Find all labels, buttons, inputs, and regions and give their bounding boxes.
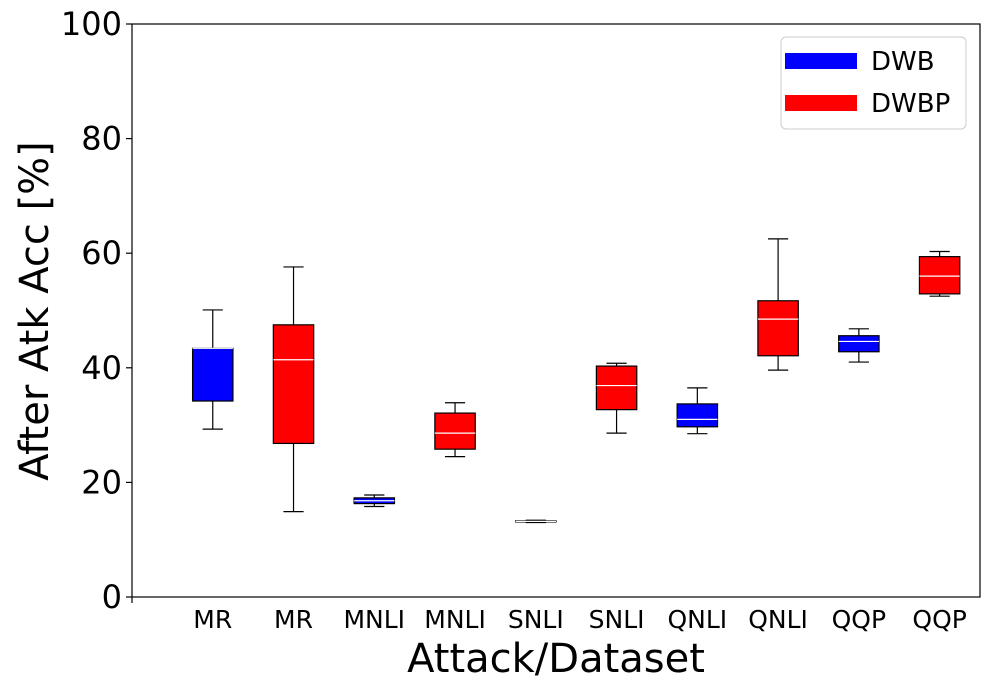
x-axis: MR MR MNLI MNLI SNLI SNLI QNLI QNLI QQP QQP: [131, 597, 967, 634]
box-qqp-dwb: [838, 328, 880, 363]
box-mnli-dwb: [353, 494, 396, 508]
box-body: [676, 403, 719, 428]
y-tick-label: 20: [81, 463, 122, 501]
box-body: [272, 324, 315, 445]
x-tick-label: QQP: [912, 605, 966, 634]
x-tick-label: MNLI: [424, 605, 486, 634]
x-tick-label: SNLI: [589, 605, 645, 634]
y-tick-label: 80: [81, 120, 122, 158]
box-body: [918, 256, 961, 295]
x-tick-label: QNLI: [667, 605, 727, 634]
box-body: [757, 300, 799, 357]
box-body: [595, 365, 638, 411]
box-body: [191, 347, 234, 402]
box-mnli-dwbp: [434, 402, 476, 458]
box-snli-dwb: [515, 519, 557, 524]
box-mr-dwbp: [272, 266, 315, 513]
y-axis: 0 20 40 60 80 100: [61, 5, 132, 616]
box-snli-dwbp: [595, 362, 638, 434]
box-body: [434, 412, 476, 450]
x-tick-label: MNLI: [343, 605, 405, 634]
y-tick-label: 60: [81, 234, 122, 272]
box-qnli-dwbp: [757, 238, 799, 371]
plot-area-frame: [131, 23, 981, 598]
y-tick-label: 0: [102, 578, 122, 616]
boxes-layer: [191, 238, 961, 524]
box-qnli-dwb: [676, 387, 719, 435]
x-tick-label: QQP: [832, 605, 886, 634]
y-tick-label: 40: [81, 349, 122, 387]
legend: DWB DWBP: [780, 36, 967, 130]
x-tick-label: MR: [274, 605, 313, 634]
legend-swatch-dwb: [785, 53, 857, 69]
x-tick-label: QNLI: [748, 605, 808, 634]
legend-label-dwbp: DWBP: [871, 89, 950, 119]
box-qqp-dwbp: [918, 250, 961, 297]
x-tick-label: SNLI: [508, 605, 564, 634]
legend-label-dwb: DWB: [871, 47, 935, 77]
y-tick-label: 100: [61, 5, 122, 43]
x-axis-title: Attack/Dataset: [407, 636, 705, 682]
y-axis-title: After Atk Acc [%]: [12, 141, 58, 481]
box-mr-dwb: [191, 309, 234, 430]
x-tick-label: MR: [193, 605, 232, 634]
box-body: [838, 335, 880, 353]
legend-swatch-dwbp: [785, 95, 857, 111]
